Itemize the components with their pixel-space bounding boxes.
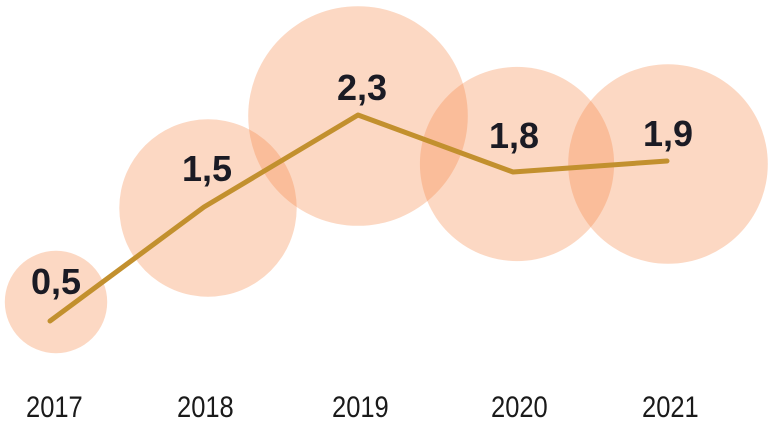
bubble-2018 — [119, 119, 297, 297]
value-label-2017: 0,5 — [30, 261, 82, 302]
bubble-2020 — [419, 66, 615, 262]
x-tick-label-2021: 2021 — [615, 392, 725, 424]
trend-line — [47, 112, 670, 324]
x-tick-label-2017: 2017 — [0, 392, 109, 424]
value-label-2019: 2,3 — [336, 67, 388, 108]
bubble-2017 — [4, 250, 108, 354]
x-tick-label-text: 2018 — [176, 391, 234, 424]
x-tick-label-text: 2017 — [25, 391, 83, 424]
bubble-2021 — [568, 64, 768, 264]
value-label-2020: 1,8 — [488, 115, 540, 156]
x-tick-label-2020: 2020 — [464, 392, 574, 424]
value-label-2021: 1,9 — [642, 113, 694, 154]
x-tick-label-text: 2019 — [331, 391, 389, 424]
x-tick-label-2019: 2019 — [305, 392, 415, 424]
x-tick-label-text: 2020 — [490, 391, 548, 424]
x-tick-label-2018: 2018 — [150, 392, 260, 424]
x-tick-label-text: 2021 — [641, 391, 699, 424]
value-label-2018: 1,5 — [181, 148, 233, 189]
